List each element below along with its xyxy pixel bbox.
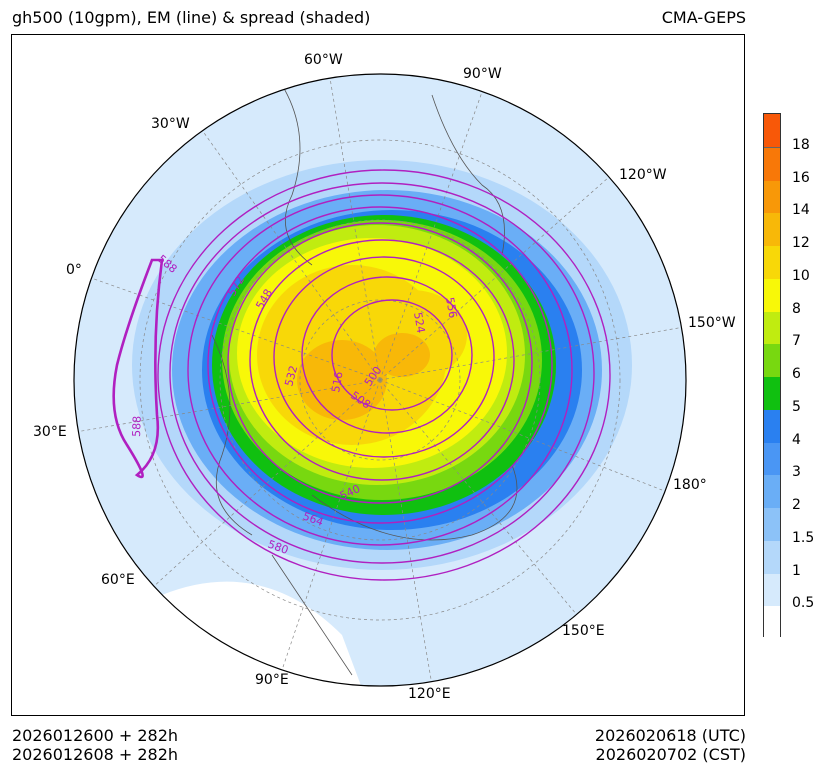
height-contours [112, 169, 611, 581]
colorbar-segment [764, 114, 780, 147]
colorbar-segment [764, 179, 780, 214]
lon-label: 90°W [463, 66, 502, 82]
lon-label: 150°W [688, 315, 736, 331]
valid-time-utc: 2026020618 (UTC) [594, 726, 746, 745]
colorbar-tick-label: 14 [792, 202, 810, 219]
lon-label: 120°W [619, 167, 667, 183]
colorbar-tick-label: 12 [792, 235, 810, 251]
lon-label: 120°E [408, 686, 451, 702]
colorbar-segment [764, 343, 780, 377]
colorbar-segment [764, 146, 780, 181]
init-time-utc: 2026012600 + 282h [12, 726, 179, 745]
chart-title: gh500 (10gpm), EM (line) & spread (shade… [12, 8, 371, 27]
colorbar-segment [764, 277, 780, 312]
colorbar-tick-label: 18 [792, 136, 810, 153]
contour-label: 532 [282, 364, 300, 388]
lon-label: 150°E [562, 623, 605, 639]
colorbar-tick-label: 7 [792, 333, 801, 350]
colorbar-segment [764, 310, 780, 345]
colorbar-tick-label: 10 [792, 267, 810, 284]
contour-label: 556 [443, 296, 459, 319]
map-boundary [73, 73, 687, 687]
contour-label: 516 [329, 371, 345, 394]
colorbar-segment [764, 572, 780, 607]
colorbar-segment [764, 605, 780, 639]
polar-map: 588 572 548 556 524 532 516 500 508 540 … [33, 52, 736, 702]
colorbar-tick-label: 16 [792, 169, 810, 186]
colorbar-segment [764, 474, 780, 508]
lon-label: 90°E [255, 672, 289, 688]
valid-time-cst: 2026020702 (CST) [595, 745, 746, 764]
graticule [75, 77, 685, 686]
lon-label: 60°W [304, 52, 343, 68]
colorbar-tick-label: 3 [792, 464, 801, 481]
colorbar-tick-label: 4 [792, 431, 801, 448]
longitude-labels: 60°W 90°W 30°W 120°W 0° 150°W 30°E 180° … [33, 52, 736, 702]
colorbar-segment [764, 245, 780, 279]
contour-label: 524 [411, 311, 427, 334]
colorbar-tick-label: 5 [792, 398, 801, 415]
colorbar-segment [764, 441, 780, 476]
model-name: CMA-GEPS [661, 8, 746, 27]
colorbar-tick-label: 0.5 [792, 595, 815, 612]
colorbar-segment [764, 539, 780, 574]
contour-label: 588 [130, 416, 144, 437]
colorbar-tick-label: 8 [792, 300, 801, 317]
colorbar-segment [764, 408, 780, 443]
colorbar-tick-label: 1 [792, 562, 801, 579]
colorbar-segment [764, 376, 780, 410]
colorbar-segment [764, 507, 780, 541]
colorbar-tick-label: 1.5 [792, 529, 815, 546]
init-time-cst: 2026012608 + 282h [12, 745, 179, 764]
colorbar-tick-label: 6 [792, 366, 801, 382]
colorbar-segment [764, 212, 780, 246]
map-panel: 588 572 548 556 524 532 516 500 508 540 … [11, 34, 745, 716]
colorbar-tick-label: 2 [792, 497, 801, 513]
lon-label: 180° [673, 477, 707, 493]
lon-label: 0° [66, 262, 82, 278]
lon-label: 30°W [151, 116, 190, 132]
lon-label: 30°E [33, 424, 67, 440]
colorbar [763, 113, 781, 639]
lon-label: 60°E [101, 572, 135, 588]
